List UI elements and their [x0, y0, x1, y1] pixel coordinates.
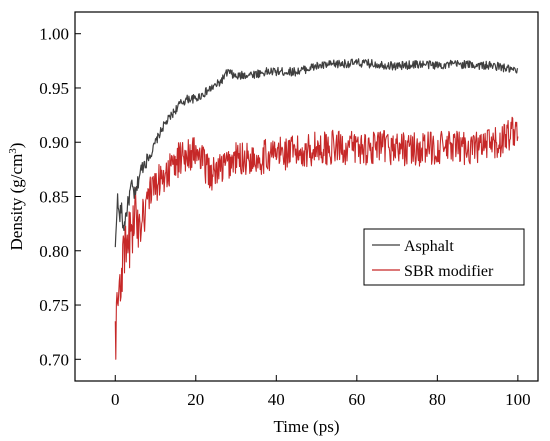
legend-label-asphalt: Asphalt — [404, 238, 454, 255]
y-axis-label-sup: 3 — [7, 148, 19, 154]
x-tick-label: 20 — [187, 390, 204, 409]
legend-label-sbr-modifier: SBR modifier — [404, 263, 494, 280]
x-tick-label: 100 — [505, 390, 531, 409]
y-tick-label: 0.90 — [39, 133, 69, 152]
x-axis-label: Time (ps) — [274, 417, 340, 436]
y-tick-label: 0.95 — [39, 79, 69, 98]
legend: Asphalt SBR modifier — [363, 228, 525, 286]
series-line-sbr-modifier — [114, 116, 519, 360]
y-tick-label: 0.80 — [39, 242, 69, 261]
y-tick-label: 0.75 — [39, 296, 69, 315]
x-tick-label: 0 — [111, 390, 120, 409]
y-tick-label: 0.70 — [39, 350, 69, 369]
y-tick-label: 0.85 — [39, 188, 69, 207]
y-tick-label: 1.00 — [39, 25, 69, 44]
y-axis-ticks: 0.70 0.75 0.80 0.85 0.90 0.95 1.00 — [39, 25, 81, 369]
legend-box — [363, 228, 525, 286]
y-axis-label: Density (g/cm3) — [7, 143, 26, 251]
series-line-asphalt — [114, 58, 519, 248]
x-tick-label: 60 — [348, 390, 365, 409]
y-axis-label-close: ) — [7, 143, 26, 149]
x-axis-ticks: 0 20 40 60 80 100 — [111, 375, 531, 409]
plot-frame — [74, 11, 539, 382]
x-tick-label: 80 — [429, 390, 446, 409]
y-axis-label-main: Density (g/cm — [7, 154, 26, 251]
x-tick-label: 40 — [268, 390, 285, 409]
plot-area — [114, 58, 519, 360]
